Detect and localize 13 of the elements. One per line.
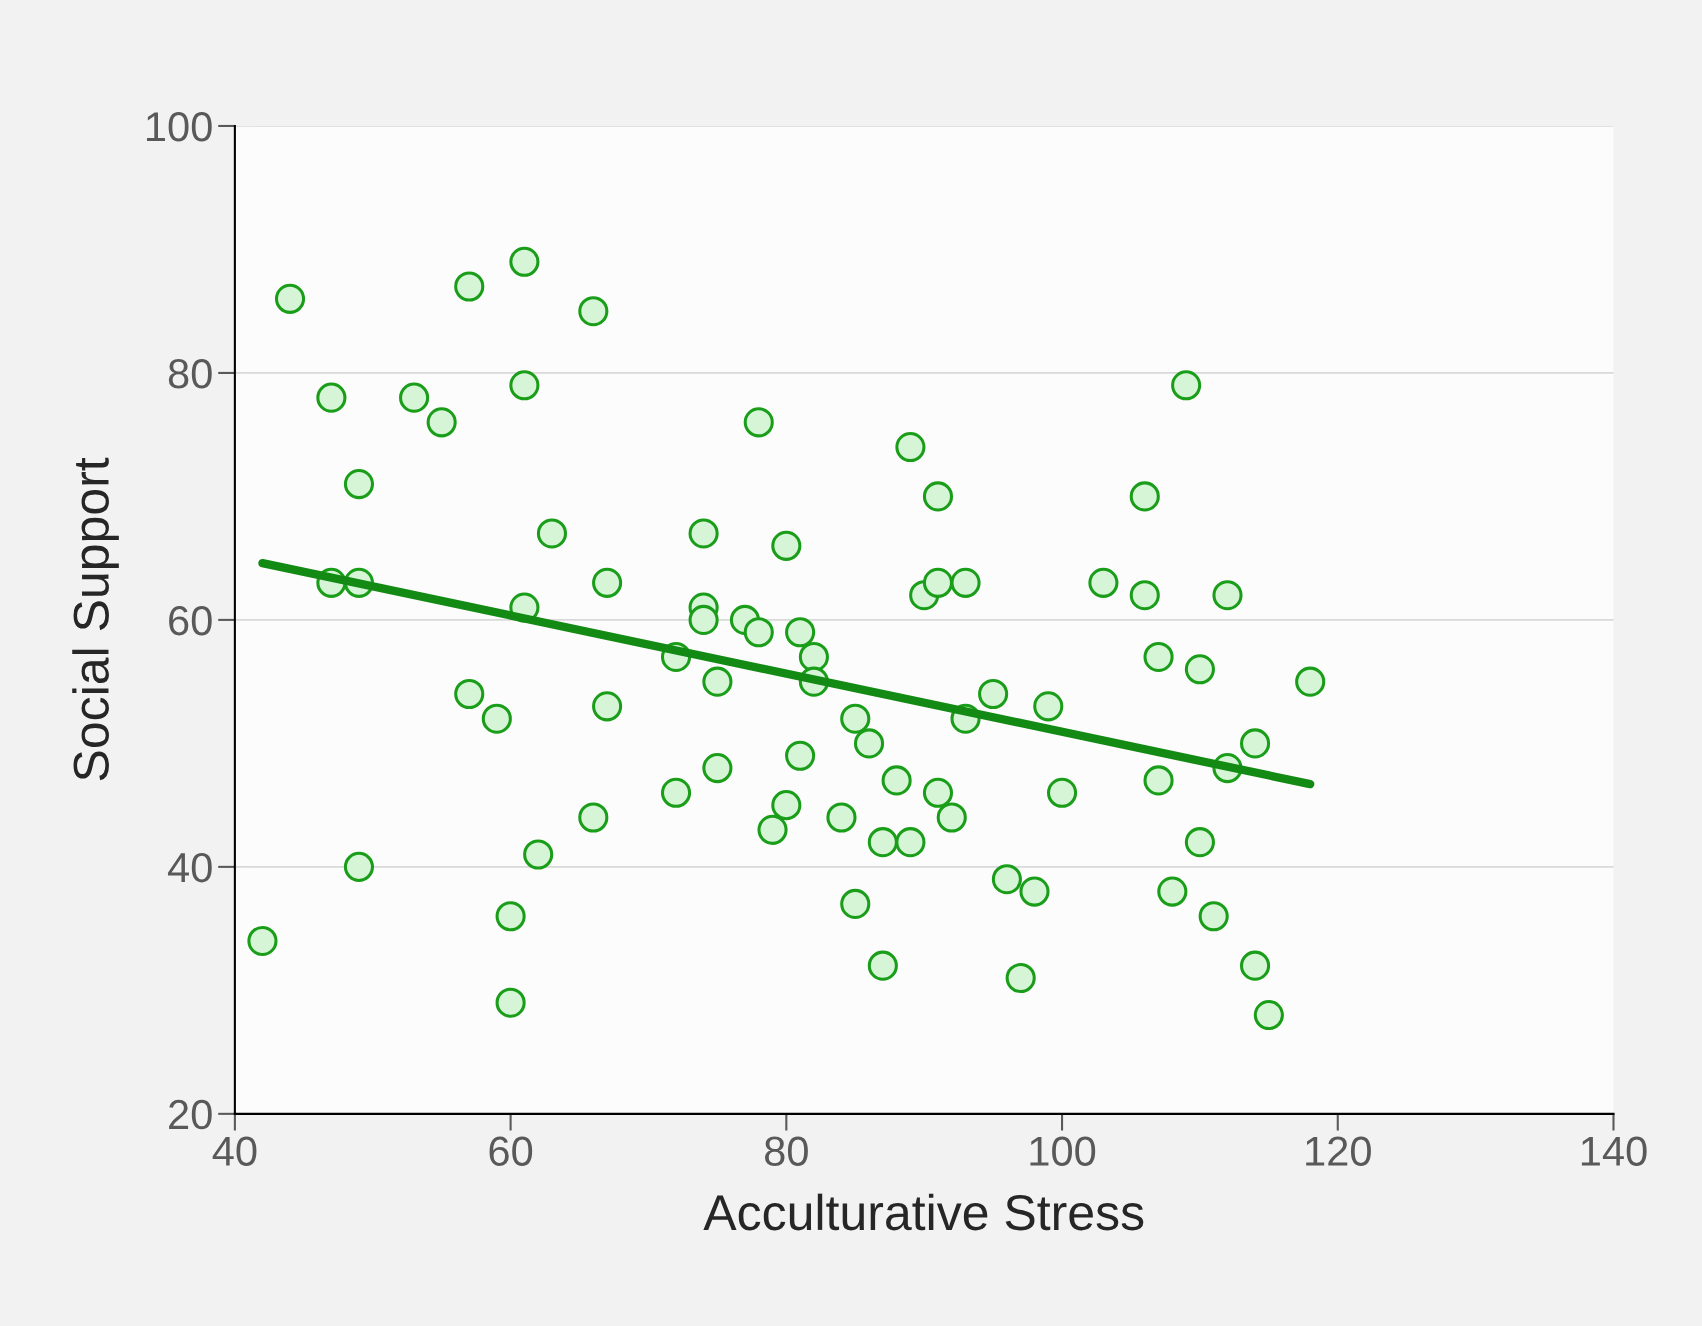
x-axis-title: Acculturative Stress (703, 1193, 1144, 1231)
x-tick-label: 60 (489, 1136, 533, 1166)
y-tick-label: 60 (169, 605, 212, 636)
y-tick-label: 40 (167, 852, 212, 883)
x-tick-label: 40 (212, 1136, 257, 1166)
y-tick-label: 100 (147, 111, 212, 142)
x-tick-label: 80 (764, 1136, 808, 1166)
y-tick-label: 20 (169, 1099, 212, 1130)
y-axis-title: Social Support (72, 457, 119, 781)
x-tick-label: 120 (1306, 1136, 1371, 1166)
y-tick-label: 80 (168, 358, 212, 389)
x-tick-label: 100 (1030, 1136, 1096, 1166)
x-tick-label: 140 (1581, 1136, 1647, 1166)
